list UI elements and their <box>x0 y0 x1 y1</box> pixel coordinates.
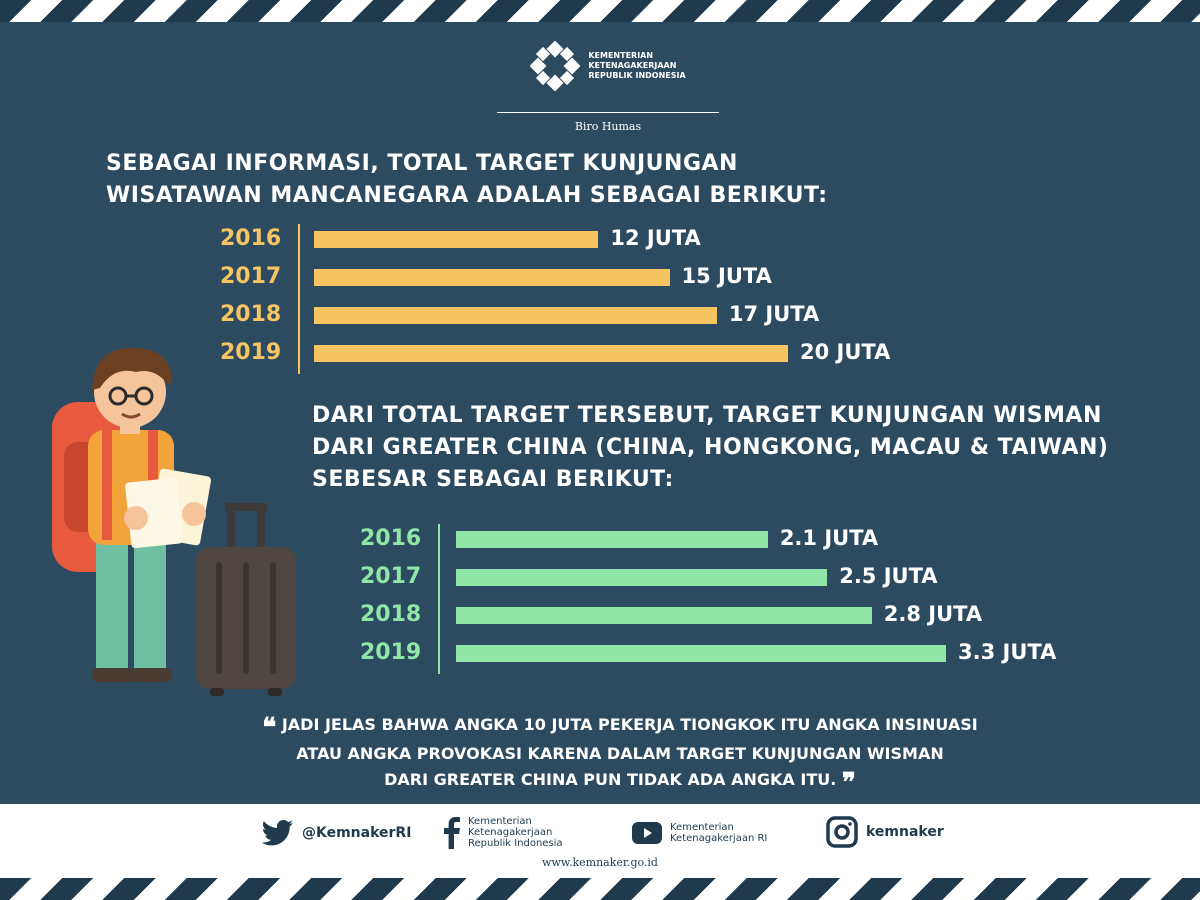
heading-total-target: SEBAGAI INFORMASI, TOTAL TARGET KUNJUNGA… <box>106 148 866 212</box>
bar <box>314 307 717 324</box>
footer: @KemnakerRI Kementerian Ketenagakerjaan … <box>0 804 1200 878</box>
youtube-line1: Kementerian <box>670 822 734 833</box>
youtube-line2: Ketenagakerjaan RI <box>670 833 768 844</box>
value-label: 2.5 JUTA <box>839 564 938 588</box>
quote-line3: DARI GREATER CHINA PUN TIDAK ADA ANGKA I… <box>230 767 1010 796</box>
traveler-illustration <box>52 347 296 696</box>
value-label: 12 JUTA <box>610 226 701 250</box>
bar-row: 2017 2.5 JUTA <box>360 560 1080 598</box>
close-quote-icon: ❞ <box>841 768 856 798</box>
bar-row: 2018 17 JUTA <box>220 298 940 336</box>
header-divider <box>497 112 719 113</box>
bar <box>314 269 670 286</box>
bar-row: 2016 12 JUTA <box>220 222 940 260</box>
facebook-name: Kementerian Ketenagakerjaan Republik Ind… <box>468 816 563 849</box>
facebook-line2: Ketenagakerjaan <box>468 827 553 838</box>
value-label: 17 JUTA <box>728 302 820 326</box>
year-label: 2019 <box>220 340 282 365</box>
infographic-body: KEMENTERIAN KETENAGAKERJAAN REPUBLIK IND… <box>0 22 1200 804</box>
bar <box>456 569 828 586</box>
facebook-link[interactable]: Kementerian Ketenagakerjaan Republik Ind… <box>444 816 563 849</box>
twitter-link[interactable]: @KemnakerRI <box>262 820 411 846</box>
header-subtitle: Biro Humas <box>574 120 642 133</box>
bar-row: 2019 20 JUTA <box>220 336 940 374</box>
bar <box>314 345 788 362</box>
value-label: 2.1 JUTA <box>779 526 879 550</box>
quote-line1: ❝ JADI JELAS BAHWA ANGKA 10 JUTA PEKERJA… <box>230 712 1010 741</box>
open-quote-icon: ❝ <box>262 713 277 743</box>
year-label: 2016 <box>360 526 422 551</box>
chart-total-target: 2016 12 JUTA 2017 15 JUTA 2018 17 JUTA 2019 20 … <box>220 222 940 378</box>
year-label: 2019 <box>360 640 422 665</box>
bar-row: 2019 3.3 JUTA <box>360 636 1080 674</box>
heading2-line3: SEBESAR SEBAGAI BERIKUT: <box>312 467 674 492</box>
value-label: 2.8 JUTA <box>883 602 983 626</box>
year-label: 2017 <box>220 264 282 289</box>
chart-greater-china: 2016 2.1 JUTA 2017 2.5 JUTA 2018 2.8 JUTA 2019… <box>360 522 1080 678</box>
value-label: 3.3 JUTA <box>958 640 1057 664</box>
value-label: 20 JUTA <box>800 340 891 364</box>
bottom-stripe-border <box>0 878 1200 900</box>
quote-block: ❝ JADI JELAS BAHWA ANGKA 10 JUTA PEKERJA… <box>230 712 1010 796</box>
top-stripe-border <box>0 0 1200 22</box>
org-line-3: REPUBLIK INDONESIA <box>588 71 686 80</box>
bar <box>456 531 768 548</box>
heading-greater-china: DARI TOTAL TARGET TERSEBUT, TARGET KUNJU… <box>312 400 1152 496</box>
youtube-icon <box>632 822 662 844</box>
facebook-icon <box>444 816 460 849</box>
chart1-axis-line <box>298 224 300 374</box>
twitter-icon <box>262 820 293 846</box>
year-label: 2018 <box>360 602 422 627</box>
org-line-1: KEMENTERIAN <box>588 51 654 60</box>
quote-text-1: JADI JELAS BAHWA ANGKA 10 JUTA PEKERJA T… <box>281 715 978 734</box>
header: KEMENTERIAN KETENAGAKERJAAN REPUBLIK IND… <box>497 40 719 133</box>
chart2-axis-line <box>438 524 440 674</box>
youtube-name: Kementerian Ketenagakerjaan RI <box>670 822 767 844</box>
heading2-line2: DARI GREATER CHINA (CHINA, HONGKONG, MAC… <box>312 435 1109 460</box>
heading2-line1: DARI TOTAL TARGET TERSEBUT, TARGET KUNJU… <box>312 403 1102 428</box>
instagram-handle: kemnaker <box>866 824 944 840</box>
bar <box>314 231 599 248</box>
website-link[interactable]: www.kemnaker.go.id <box>542 856 658 869</box>
facebook-line1: Kementerian <box>468 816 532 827</box>
facebook-line3: Republik Indonesia <box>468 838 563 849</box>
instagram-icon <box>826 816 858 848</box>
kemnaker-logo-icon <box>530 41 581 91</box>
org-name: KEMENTERIAN KETENAGAKERJAAN REPUBLIK IND… <box>588 51 685 81</box>
bar-row: 2017 15 JUTA <box>220 260 940 298</box>
bar-row: 2018 2.8 JUTA <box>360 598 1080 636</box>
bar <box>456 607 872 624</box>
bar <box>456 645 946 662</box>
instagram-link[interactable]: kemnaker <box>826 816 944 848</box>
heading1-line2: WISATAWAN MANCANEGARA ADALAH SEBAGAI BER… <box>106 183 828 208</box>
bar-row: 2016 2.1 JUTA <box>360 522 1080 560</box>
youtube-link[interactable]: Kementerian Ketenagakerjaan RI <box>632 822 767 844</box>
quote-line2: ATAU ANGKA PROVOKASI KARENA DALAM TARGET… <box>296 744 944 763</box>
heading1-line1: SEBAGAI INFORMASI, TOTAL TARGET KUNJUNGA… <box>106 151 738 176</box>
year-label: 2016 <box>220 226 282 251</box>
twitter-handle: @KemnakerRI <box>302 825 412 841</box>
year-label: 2017 <box>360 564 422 589</box>
value-label: 15 JUTA <box>681 264 772 288</box>
quote-text-3: DARI GREATER CHINA PUN TIDAK ADA ANGKA I… <box>384 770 837 789</box>
year-label: 2018 <box>220 302 282 327</box>
logo-row: KEMENTERIAN KETENAGAKERJAAN REPUBLIK IND… <box>497 40 719 92</box>
org-line-2: KETENAGAKERJAAN <box>588 61 677 70</box>
